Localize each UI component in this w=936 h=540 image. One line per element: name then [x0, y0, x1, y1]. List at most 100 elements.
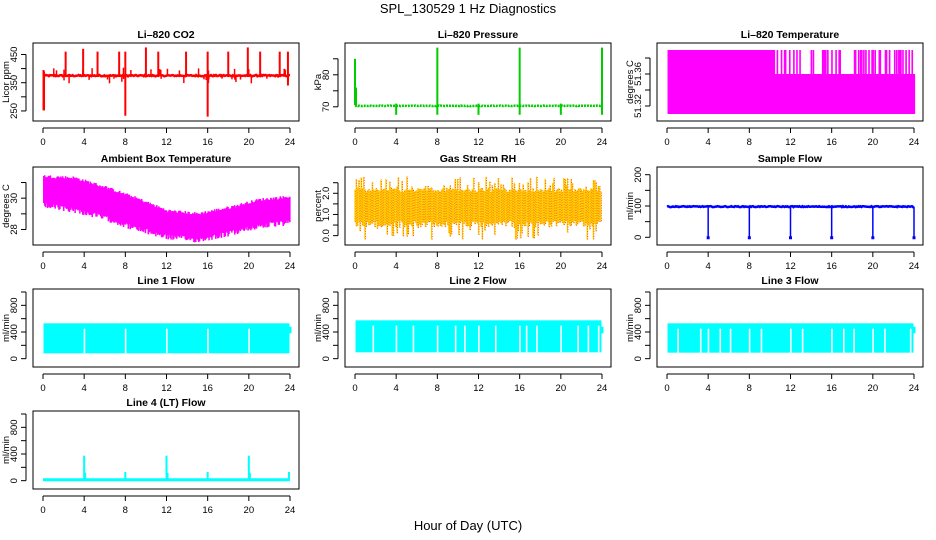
- data-bar: [210, 211, 212, 238]
- data-bar: [693, 50, 695, 114]
- data-bar: [71, 179, 74, 210]
- data-bar: [101, 186, 104, 219]
- x-tick-label: 4: [706, 383, 711, 394]
- data-bar: [148, 204, 150, 233]
- data-bar: [233, 205, 236, 235]
- data-bar: [68, 177, 71, 212]
- data-bar: [231, 206, 233, 233]
- data-gap: [884, 328, 886, 353]
- data-gap: [412, 325, 415, 353]
- data-bar: [795, 74, 797, 114]
- data-bar: [758, 50, 760, 114]
- data-bar: [169, 209, 171, 238]
- data-bar: [189, 214, 191, 241]
- data-bar: [774, 74, 777, 114]
- x-tick-label: 8: [123, 137, 128, 148]
- data-bar: [858, 74, 861, 114]
- data-dip-point: [912, 236, 916, 240]
- panel-title: Gas Stream RH: [440, 153, 516, 165]
- data-bar: [854, 50, 857, 114]
- data-bar: [201, 212, 204, 239]
- data-bar: [266, 198, 268, 228]
- data-bar: [140, 198, 143, 230]
- x-tick-label: 0: [40, 261, 45, 272]
- data-bar: [794, 74, 796, 114]
- data-bar: [741, 50, 744, 114]
- data-bar: [713, 50, 716, 114]
- data-bar: [840, 74, 843, 114]
- data-bar: [851, 74, 854, 114]
- data-bar: [178, 210, 181, 238]
- data-bar: [778, 74, 781, 114]
- data-bar: [767, 50, 769, 114]
- y-tick-label: 800: [633, 297, 644, 313]
- data-bar: [889, 74, 892, 114]
- data-bar: [171, 211, 173, 236]
- x-tick-label: 8: [435, 137, 440, 148]
- data-bar: [152, 204, 154, 235]
- data-bar: [209, 212, 211, 237]
- data-bar: [842, 74, 845, 114]
- data-bar: [875, 74, 878, 114]
- data-bar: [871, 50, 873, 114]
- data-bar: [823, 50, 826, 114]
- data-bar: [195, 212, 198, 239]
- data-bar: [180, 212, 183, 239]
- data-bar: [696, 50, 698, 114]
- data-bar: [235, 205, 238, 231]
- data-bar: [821, 50, 824, 114]
- x-tick-label: 24: [597, 137, 608, 148]
- data-bar: [43, 175, 46, 206]
- data-bar: [762, 50, 764, 114]
- data-bar: [161, 208, 164, 238]
- data-bar: [147, 201, 150, 235]
- data-bar: [844, 74, 847, 114]
- data-bar: [897, 74, 899, 114]
- x-axis: 0 4 8 12 16 20 24: [664, 127, 919, 148]
- data-bar: [686, 50, 688, 114]
- data-bar: [173, 211, 175, 239]
- y-axis: 0 400 800: [633, 291, 651, 361]
- data-bar: [893, 50, 896, 114]
- x-tick-label: 12: [473, 261, 484, 272]
- data-bar: [234, 207, 237, 233]
- data-bar: [707, 50, 710, 114]
- data-bar: [695, 50, 697, 114]
- x-tick-label: 16: [514, 137, 525, 148]
- data-bar: [817, 74, 820, 114]
- y-tick-label: 400: [633, 324, 644, 340]
- data-bar: [729, 50, 731, 114]
- data-bar: [879, 50, 882, 114]
- data-bar: [726, 50, 728, 114]
- data-bar: [715, 50, 718, 114]
- data-bar: [887, 74, 890, 114]
- data-bar: [863, 50, 865, 114]
- data-series: [43, 323, 292, 354]
- data-bar: [69, 178, 72, 210]
- data-bar: [181, 212, 184, 236]
- data-bar: [907, 74, 909, 114]
- data-bar: [869, 74, 871, 114]
- data-bar: [848, 74, 851, 114]
- data-bar: [238, 206, 241, 231]
- data-bar: [768, 50, 771, 114]
- x-tick-label: 20: [556, 137, 567, 148]
- data-bar: [667, 50, 670, 114]
- data-bar: [73, 177, 75, 209]
- x-tick-label: 8: [435, 383, 440, 394]
- data-bar: [734, 50, 737, 114]
- plot-frame: [32, 42, 300, 122]
- data-bar: [761, 50, 763, 114]
- x-tick-label: 20: [868, 261, 879, 272]
- data-bar: [744, 50, 747, 114]
- y-tick-label: 0: [633, 235, 644, 240]
- x-tick-label: 0: [352, 137, 357, 148]
- data-bar: [186, 214, 188, 240]
- data-bar: [92, 184, 94, 214]
- x-tick-label: 16: [202, 137, 213, 148]
- data-bar: [51, 177, 54, 208]
- data-bar: [872, 50, 874, 114]
- data-bar: [856, 74, 859, 114]
- data-bar: [70, 177, 73, 208]
- data-bar: [179, 210, 182, 236]
